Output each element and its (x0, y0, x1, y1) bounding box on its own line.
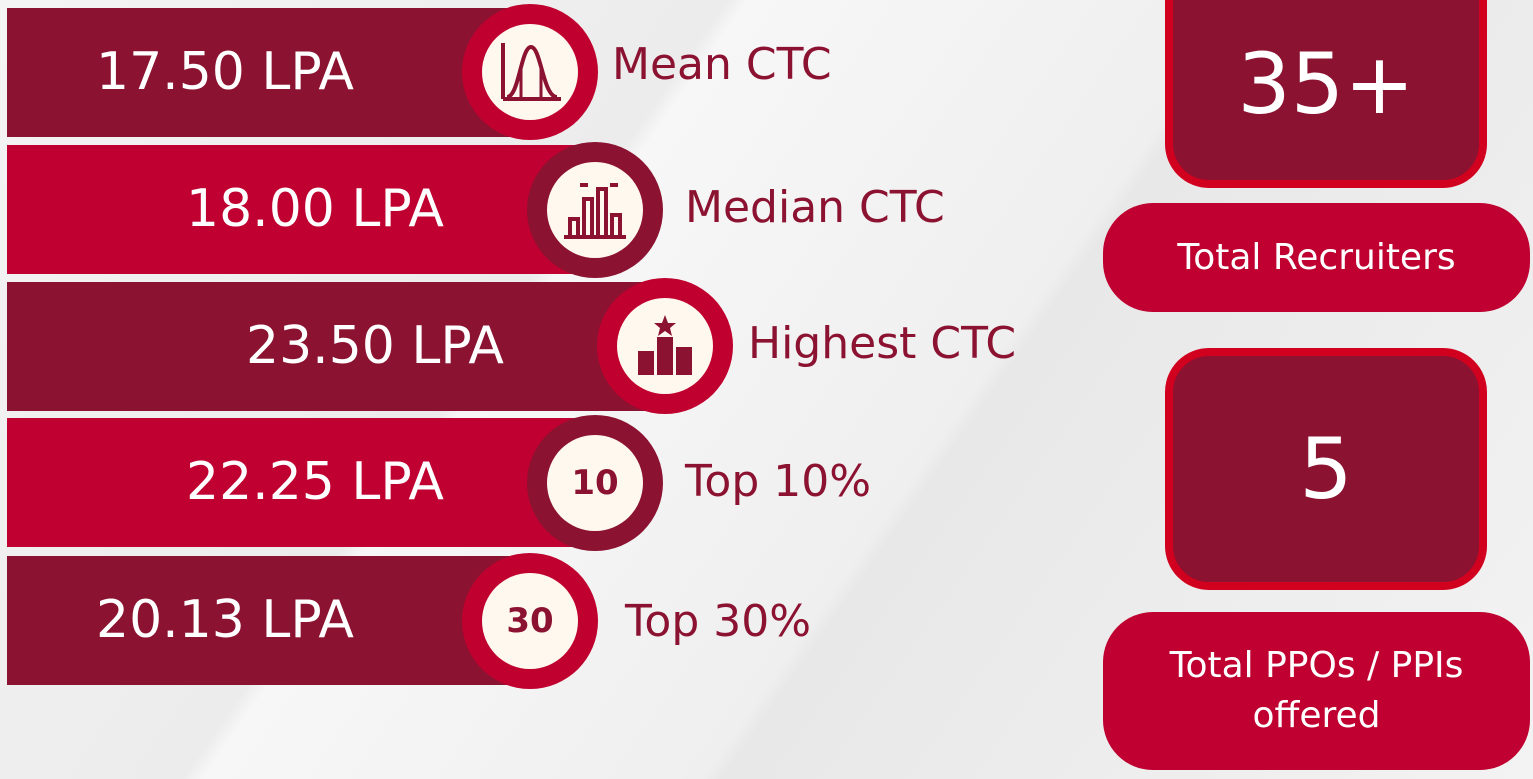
icon-badge: 30 (462, 553, 598, 689)
label: Median CTC (685, 182, 945, 233)
value: 23.50 LPA (246, 316, 504, 376)
icon-badge (597, 278, 733, 414)
stat-pill: Total Recruiters (1103, 203, 1530, 312)
value: 18.00 LPA (186, 179, 444, 239)
stat-value: 35+ (1237, 35, 1415, 133)
badge-text: 10 (571, 463, 619, 503)
label: Mean CTC (612, 39, 832, 90)
stat-bar (7, 145, 595, 274)
label: Top 30% (625, 596, 812, 647)
stat-label: Total Recruiters (1177, 236, 1456, 278)
stat-value: 5 (1299, 420, 1353, 518)
stat-bar (7, 8, 527, 137)
stat-bar (7, 556, 527, 685)
stat-pill: Total PPOs / PPIs offered (1103, 612, 1530, 770)
stat-bar (7, 418, 595, 547)
badge-text: 30 (506, 601, 554, 641)
icon-badge: 10 (527, 415, 663, 551)
label: Top 10% (685, 456, 872, 507)
icon-badge (462, 4, 598, 140)
stat-label: Total PPOs / PPIs offered (1169, 645, 1464, 736)
value: 20.13 LPA (96, 590, 354, 650)
icon (638, 315, 692, 375)
icon (501, 43, 561, 101)
icon (564, 183, 626, 239)
label: Highest CTC (748, 318, 1017, 369)
value: 17.50 LPA (96, 42, 354, 102)
stat-box: 5 (1165, 348, 1487, 590)
icon-badge (527, 142, 663, 278)
value: 22.25 LPA (186, 452, 444, 512)
stat-bar (7, 282, 664, 411)
stat-box: 35+ (1165, 0, 1487, 188)
